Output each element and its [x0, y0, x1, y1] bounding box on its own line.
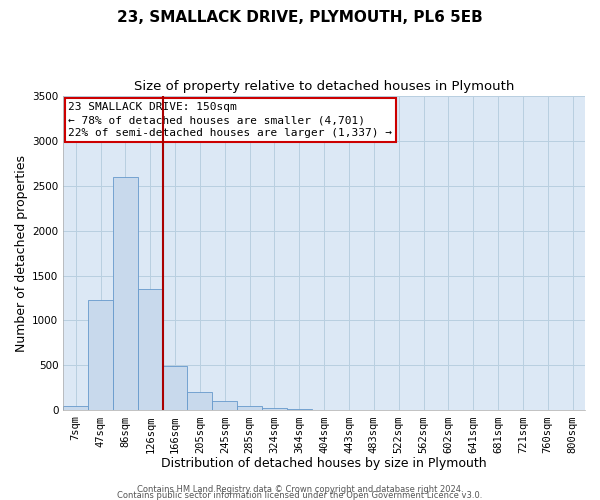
Title: Size of property relative to detached houses in Plymouth: Size of property relative to detached ho…: [134, 80, 514, 93]
Text: Contains HM Land Registry data © Crown copyright and database right 2024.: Contains HM Land Registry data © Crown c…: [137, 484, 463, 494]
X-axis label: Distribution of detached houses by size in Plymouth: Distribution of detached houses by size …: [161, 457, 487, 470]
Bar: [138, 289, 163, 410]
Bar: [187, 392, 212, 410]
Bar: [287, 409, 312, 410]
Text: 23, SMALLACK DRIVE, PLYMOUTH, PL6 5EB: 23, SMALLACK DRIVE, PLYMOUTH, PL6 5EB: [117, 10, 483, 25]
Bar: [262, 408, 287, 410]
Text: Contains public sector information licensed under the Open Government Licence v3: Contains public sector information licen…: [118, 490, 482, 500]
Bar: [212, 400, 237, 410]
Bar: [163, 366, 187, 410]
Y-axis label: Number of detached properties: Number of detached properties: [15, 154, 28, 352]
Bar: [63, 406, 88, 410]
Text: 23 SMALLACK DRIVE: 150sqm
← 78% of detached houses are smaller (4,701)
22% of se: 23 SMALLACK DRIVE: 150sqm ← 78% of detac…: [68, 102, 392, 139]
Bar: [113, 178, 138, 410]
Bar: [237, 406, 262, 410]
Bar: [88, 300, 113, 410]
